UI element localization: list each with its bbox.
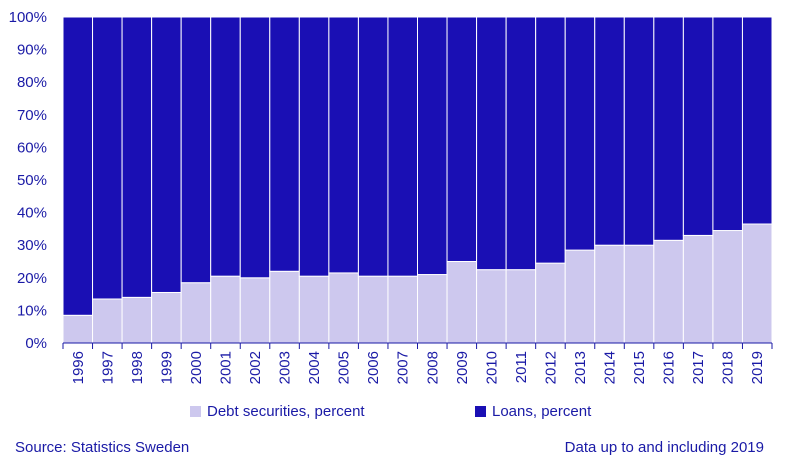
bar-debt-1999 <box>151 291 182 344</box>
legend-item-debt: Debt securities, percent <box>190 403 365 420</box>
bar-loans-2010 <box>476 16 507 271</box>
bar-debt-2006 <box>357 275 389 344</box>
bar-loans-2005 <box>328 16 359 274</box>
bar-debt-2011 <box>505 269 537 344</box>
bar-loans-2000 <box>180 16 212 284</box>
bar-debt-2015 <box>623 244 655 344</box>
bar-debt-1998 <box>121 296 153 344</box>
x-tick-label: 2014 <box>602 351 619 384</box>
x-tick-label: 2007 <box>395 351 412 384</box>
bar-debt-2002 <box>239 277 271 344</box>
y-tick-label: 30% <box>17 237 47 254</box>
legend-label-debt: Debt securities, percent <box>207 403 365 420</box>
x-tick-label: 2013 <box>572 351 589 384</box>
bar-debt-2008 <box>417 274 448 344</box>
bar-loans-2004 <box>298 16 330 277</box>
x-tick-label: 2018 <box>720 351 737 384</box>
y-tick-label: 20% <box>17 270 47 287</box>
x-tick-label: 2012 <box>542 351 559 384</box>
x-tick-label: 2006 <box>365 351 382 384</box>
bar-debt-2003 <box>269 270 300 344</box>
x-tick-label: 2019 <box>749 351 766 384</box>
bar-loans-1997 <box>92 16 123 300</box>
bar-loans-2003 <box>269 16 300 272</box>
y-tick-label: 50% <box>17 172 47 189</box>
bar-debt-2018 <box>712 230 743 344</box>
bar-loans-2019 <box>741 16 773 225</box>
bar-debt-2013 <box>564 249 596 344</box>
bar-loans-2016 <box>653 16 684 241</box>
bar-debt-2019 <box>741 223 773 344</box>
y-tick-label: 40% <box>17 205 47 222</box>
bar-loans-2009 <box>446 16 478 262</box>
y-tick-label: 0% <box>25 335 47 352</box>
bar-loans-2017 <box>682 16 714 236</box>
y-tick-label: 60% <box>17 139 47 156</box>
x-tick-label: 2005 <box>336 351 353 384</box>
x-tick-label: 1997 <box>99 351 116 384</box>
y-tick-label: 80% <box>17 74 47 91</box>
bar-loans-2002 <box>239 16 271 279</box>
bar-loans-2011 <box>505 16 537 271</box>
x-tick-label: 2001 <box>217 351 234 384</box>
bar-debt-2014 <box>594 244 625 344</box>
bar-debt-2004 <box>298 275 330 344</box>
bar-loans-1998 <box>121 16 153 298</box>
data-note: Data up to and including 2019 <box>564 439 764 456</box>
legend-item-loans: Loans, percent <box>475 403 591 420</box>
x-tick-label: 2000 <box>188 351 205 384</box>
bar-debt-2017 <box>682 234 714 344</box>
bar-debt-2001 <box>210 275 241 344</box>
bar-debt-2000 <box>180 282 212 344</box>
bar-loans-2015 <box>623 16 655 246</box>
bar-loans-2012 <box>535 16 566 264</box>
x-tick-label: 2015 <box>631 351 648 384</box>
x-tick-label: 1998 <box>129 351 146 384</box>
bar-loans-2018 <box>712 16 743 232</box>
stacked-bar-chart: 0% 10% 20% 30% 40% 50% 60% 70% 80% 90% 100% 1996 19… <box>9 9 773 384</box>
bar-debt-2007 <box>387 275 419 344</box>
bar-loans-2006 <box>357 16 389 277</box>
bar-debt-2012 <box>535 262 566 344</box>
bar-debt-2010 <box>476 269 507 344</box>
y-tick-label: 70% <box>17 107 47 124</box>
y-tick-label: 100% <box>9 9 47 26</box>
x-tick-label: 2003 <box>277 351 294 384</box>
x-tick-label: 1999 <box>158 351 175 384</box>
bar-loans-2007 <box>387 16 419 277</box>
bar-loans-2014 <box>594 16 625 246</box>
bar-loans-1999 <box>151 16 182 293</box>
x-tick-label: 2004 <box>306 351 323 384</box>
bar-debt-2009 <box>446 261 478 344</box>
x-tick-label: 2011 <box>513 351 530 383</box>
x-tick-label: 2017 <box>690 351 707 384</box>
legend-swatch-loans <box>475 406 486 417</box>
source-note: Source: Statistics Sweden <box>15 439 190 456</box>
x-tick-label: 1996 <box>70 351 87 384</box>
y-tick-label: 10% <box>17 302 47 319</box>
bar-loans-2013 <box>564 16 596 251</box>
legend-label-loans: Loans, percent <box>492 403 592 420</box>
x-tick-label: 2002 <box>247 351 264 384</box>
x-tick-label: 2016 <box>661 351 678 384</box>
x-tick-label: 2008 <box>424 351 441 384</box>
x-tick-label: 2010 <box>483 351 500 384</box>
bar-loans-2008 <box>417 16 448 276</box>
bar-debt-1996 <box>62 314 94 344</box>
bar-debt-2016 <box>653 239 684 344</box>
bar-debt-1997 <box>92 298 123 344</box>
x-tick-label: 2009 <box>454 351 471 384</box>
bar-loans-2001 <box>210 16 241 277</box>
bar-loans-1996 <box>62 16 94 316</box>
bar-debt-2005 <box>328 272 359 344</box>
legend-swatch-debt <box>190 406 201 417</box>
y-tick-label: 90% <box>17 42 47 59</box>
